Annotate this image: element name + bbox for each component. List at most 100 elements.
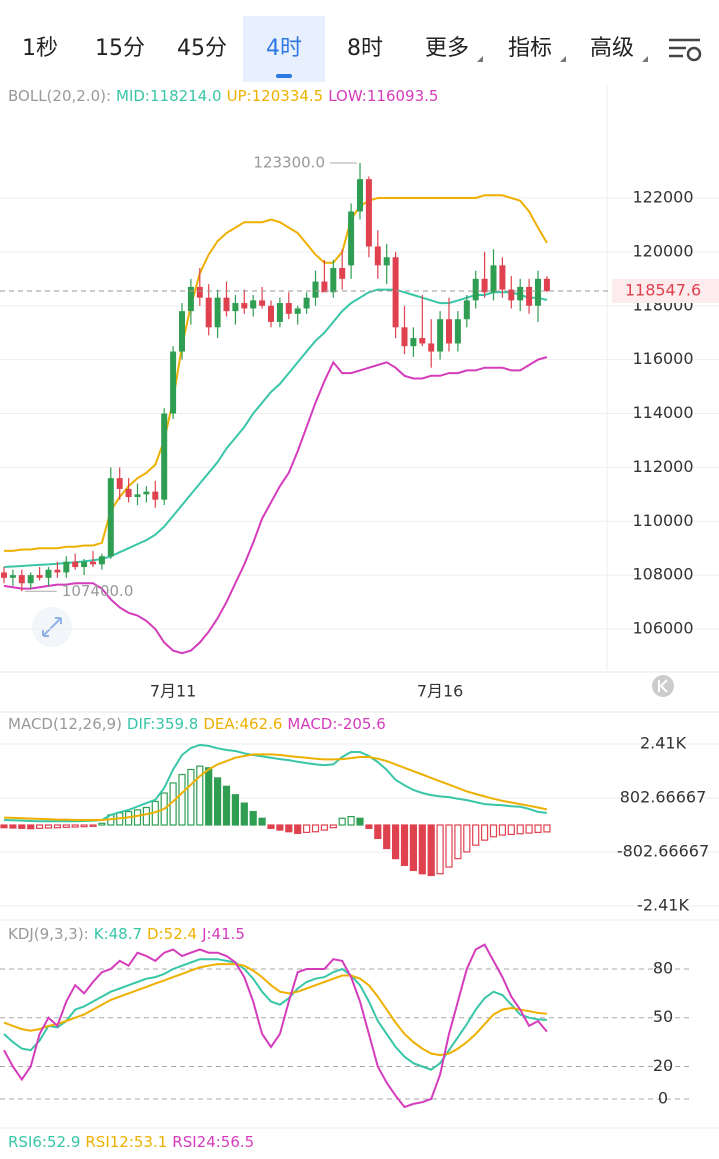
tab[interactable]: 8时 [347, 36, 383, 61]
x-tick-label: 7月16 [417, 682, 464, 701]
candle-body [250, 300, 257, 309]
candle-body [383, 257, 390, 266]
boll-line [3, 288, 548, 568]
candle-body [81, 561, 88, 568]
header-item: UP:120334.5 [227, 87, 324, 105]
settings-icon[interactable] [669, 38, 702, 62]
dropdown-arrows [477, 56, 648, 62]
indicator-header: MACD(12,26,9) DIF:359.8 DEA:462.6 MACD:-205… [8, 715, 386, 733]
header-item: MACD:-205.6 [287, 715, 385, 733]
macd-bar [222, 785, 231, 826]
y-tick-label: 114000 [632, 403, 693, 422]
candle-body [268, 305, 274, 322]
header-item: LOW:116093.5 [328, 87, 438, 105]
macd-bar [356, 817, 364, 826]
x-tick-label: 7月11 [150, 682, 197, 701]
candle-body [499, 265, 506, 290]
y-tick-label: 80 [653, 958, 673, 977]
annotation: 107400.0 [62, 582, 134, 600]
macd-bar [516, 824, 524, 835]
tab[interactable]: 45分 [177, 36, 227, 61]
macd-bar [258, 817, 266, 826]
candle-body [179, 311, 185, 352]
candle-body [517, 286, 524, 301]
boll-line [4, 194, 548, 552]
macd-bar [44, 824, 53, 829]
y-tick-label: 108000 [632, 565, 693, 584]
tab-dropdown[interactable]: 指标 [507, 36, 553, 61]
candle-body [116, 478, 123, 489]
last-price-label: 118547.6 [625, 281, 701, 300]
candle-body [348, 211, 355, 266]
candle-body [285, 303, 292, 314]
macd-bar [320, 824, 328, 831]
macd-bar [62, 824, 70, 828]
y-tick-label: 110000 [632, 511, 693, 530]
tab-dropdown[interactable]: 高级 [589, 36, 635, 61]
header-item: DEA:462.6 [203, 715, 282, 733]
boll-line [3, 356, 548, 655]
y-tick-label: 122000 [632, 188, 693, 207]
indicator-header: BOLL(20,2.0): MID:118214.0 UP:120334.5 LOW:… [8, 87, 438, 105]
macd-bar [445, 824, 453, 868]
macd-bar [285, 824, 293, 833]
kdj-line [3, 943, 548, 1109]
macd-bar [142, 806, 150, 826]
candle-body [9, 575, 16, 578]
candle-body [446, 319, 452, 344]
y-tick-label: 802.66667 [620, 787, 707, 806]
candle-body [481, 278, 488, 293]
candle-body [410, 338, 417, 347]
macd-bar [338, 817, 346, 826]
kdj-line [3, 958, 547, 1071]
macd-bar [409, 824, 417, 872]
candle-body [321, 281, 328, 293]
candle-body [214, 297, 221, 328]
candle-body [45, 569, 52, 578]
candle-body [490, 265, 497, 293]
indicator-header: RSI6:52.9 RSI12:53.1 RSI24:56.5 [8, 1133, 254, 1151]
macd-bar [231, 794, 239, 826]
candle-body [374, 246, 381, 266]
macd-bar [303, 824, 311, 833]
header-item: MACD(12,26,9) [8, 715, 122, 733]
macd-bar [196, 765, 204, 826]
y-tick-label: 116000 [632, 349, 693, 368]
macd-bar [53, 824, 62, 829]
macd-bar [35, 824, 44, 829]
candle-body [107, 478, 114, 557]
macd-bar [187, 768, 195, 826]
macd-bar [454, 824, 462, 860]
macd-bar [534, 824, 542, 833]
macd-bar [27, 824, 35, 830]
candle-body [365, 179, 372, 247]
macd-bar [240, 802, 248, 826]
macd-bar [489, 824, 498, 838]
last-price-box [612, 279, 719, 304]
candle-body [205, 297, 212, 328]
macd-bar [89, 824, 97, 827]
header-item: RSI6:52.9 [8, 1133, 80, 1151]
tab-active[interactable]: 4时 [243, 16, 325, 82]
candle-body [143, 491, 150, 495]
candle-body [223, 297, 230, 312]
macd-bar [525, 824, 533, 834]
tab[interactable]: 15分 [95, 36, 145, 61]
macd-bar [418, 824, 426, 875]
candle-body [294, 308, 301, 314]
macd-bar [133, 809, 142, 826]
y-tick-label: 120000 [632, 241, 693, 260]
macd-bar [80, 824, 88, 828]
tab-dropdown[interactable]: 更多 [424, 36, 470, 61]
candle-body [27, 575, 34, 584]
macd-bar [392, 824, 400, 860]
annotation: 123300.0 [253, 153, 325, 171]
reset-icon[interactable] [652, 675, 674, 697]
candle-body [401, 327, 408, 347]
expand-icon[interactable] [32, 607, 72, 647]
kdj-line [3, 963, 548, 1057]
candle-body [232, 303, 239, 312]
tab[interactable]: 1秒 [22, 36, 58, 61]
